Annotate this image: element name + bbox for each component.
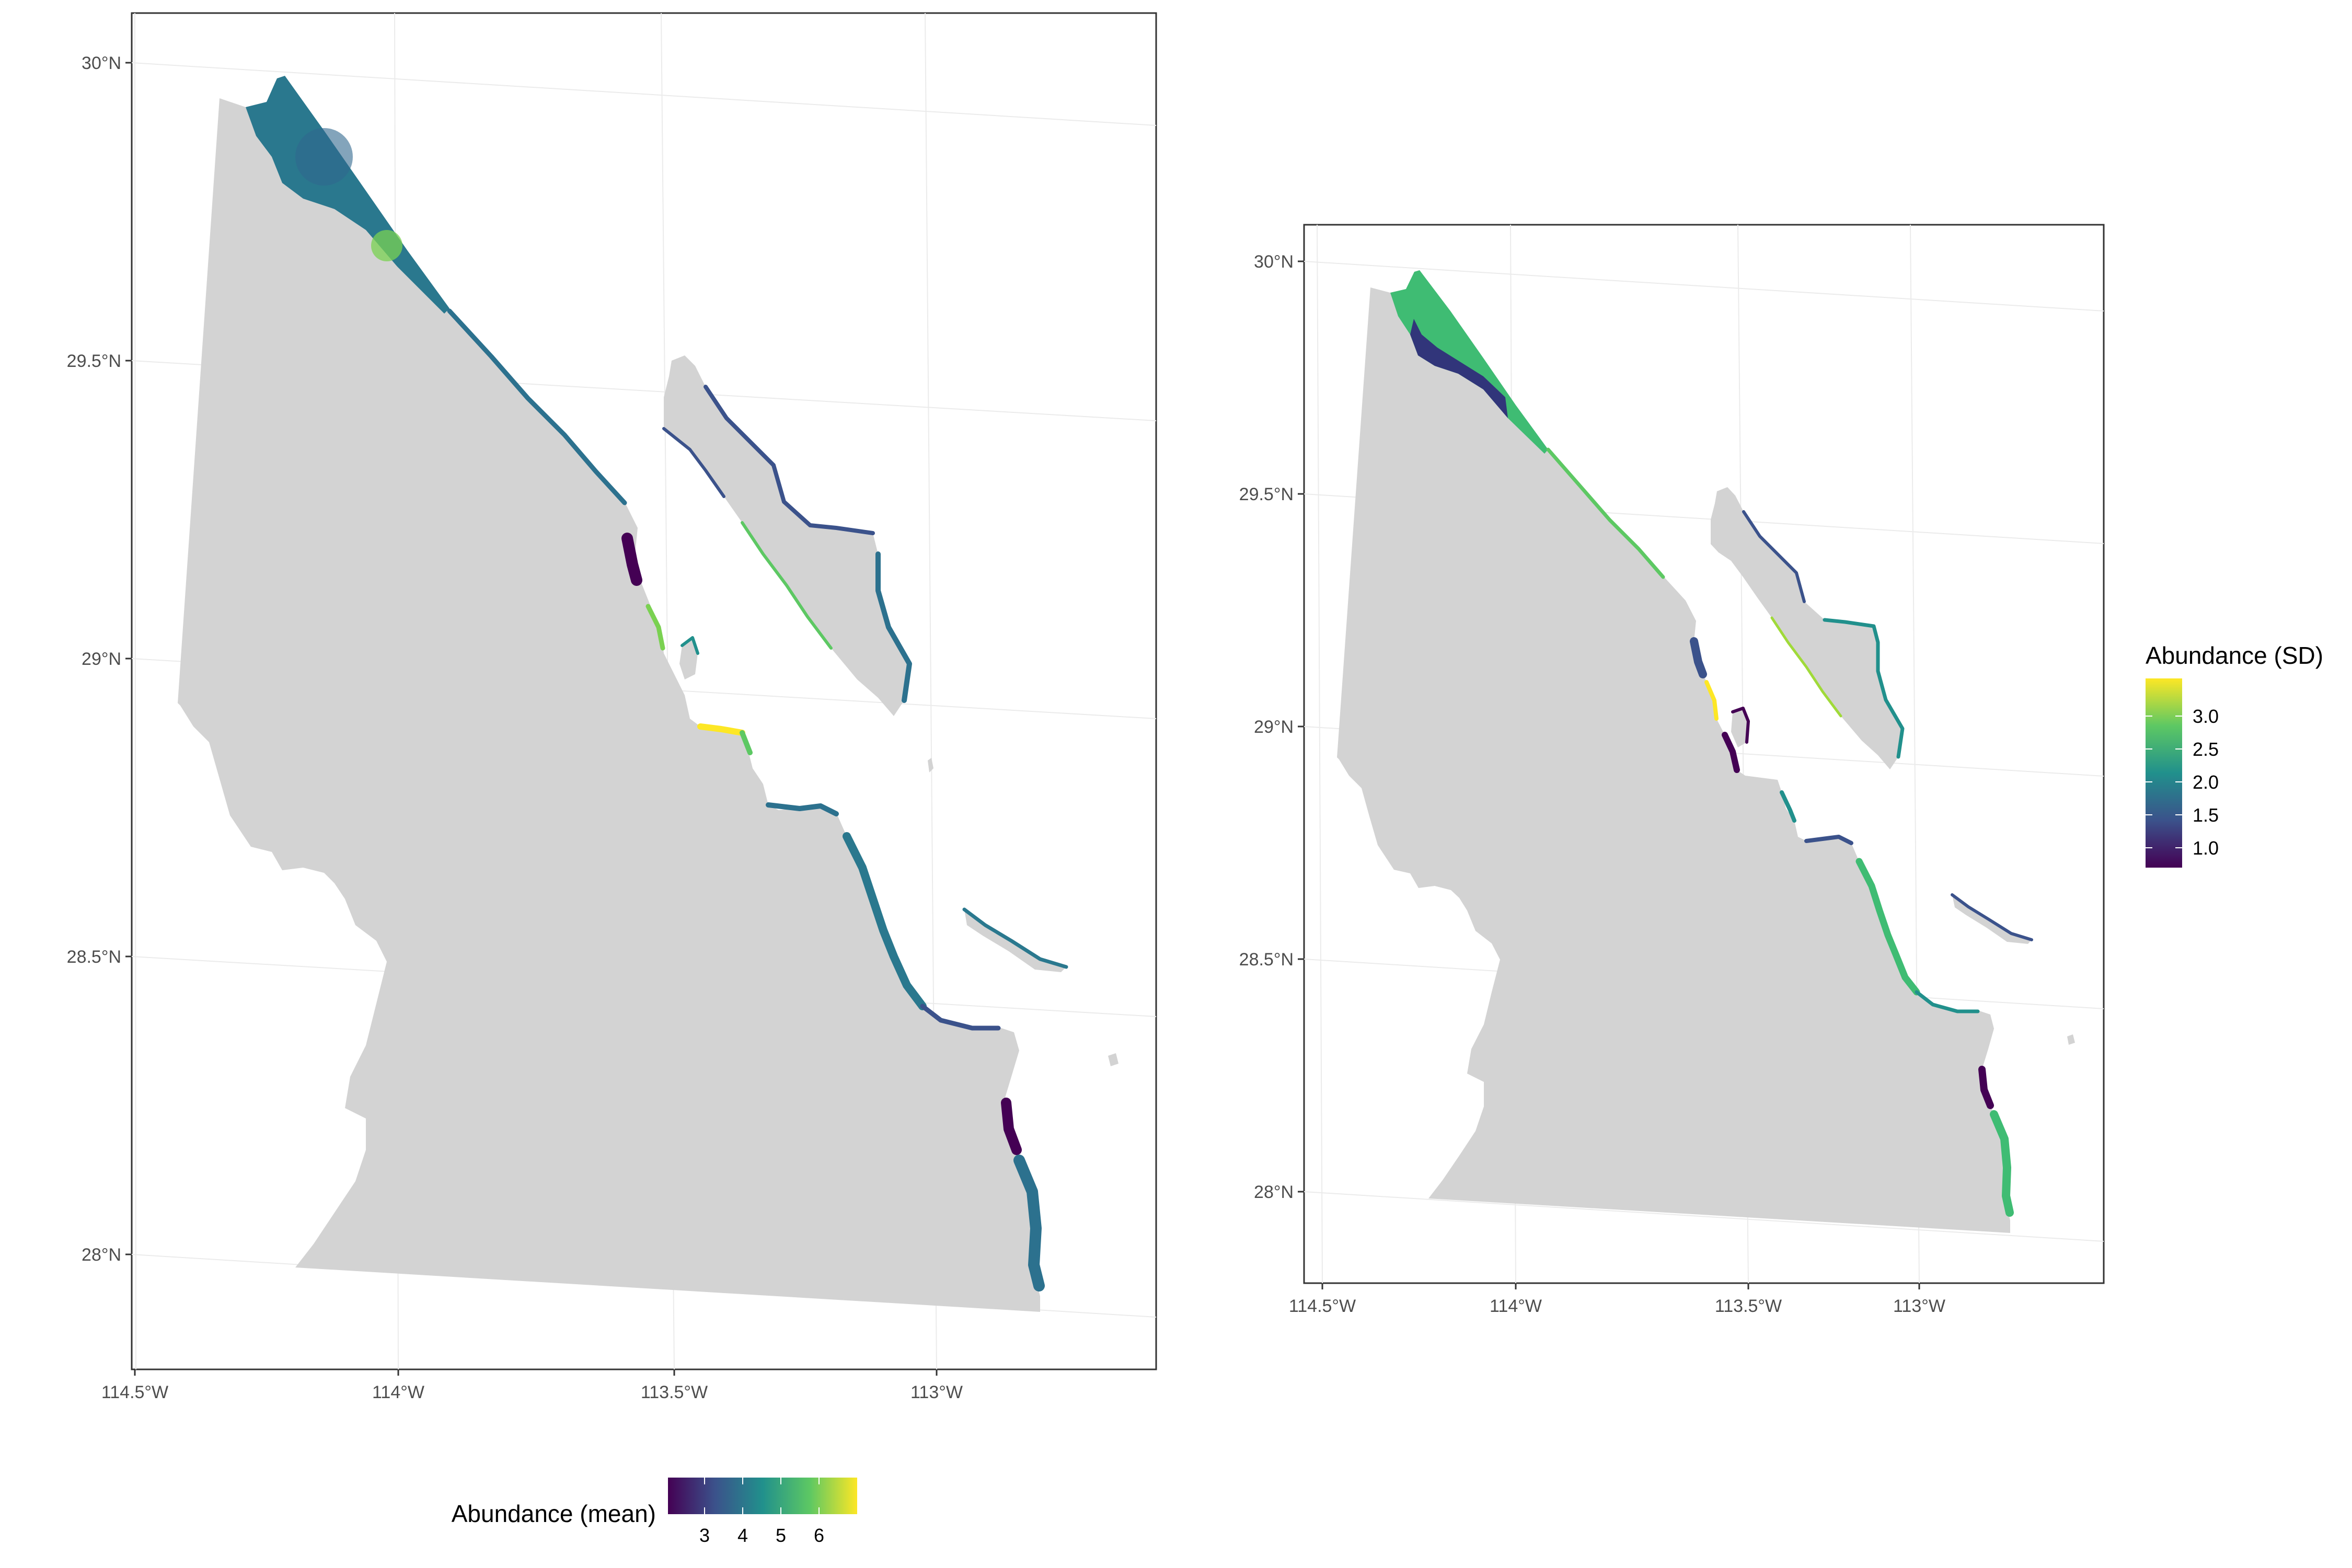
- y-tick-label: 30°N: [1254, 252, 1294, 272]
- sd-coast-w2: [1690, 637, 1707, 678]
- sd-upper-gulf: [1390, 270, 1548, 454]
- sd-coast-w9: [1978, 1066, 1994, 1109]
- sd-coast-w5: [1780, 790, 1796, 823]
- angel-de-la-guarda-island: [664, 355, 909, 716]
- sd-island-w: [1770, 616, 1842, 718]
- legend-sd: Abundance (SD) 3.0 2.5 2.0 1.5 1.0: [2146, 642, 2323, 868]
- legend-sd-tick: 2.0: [2193, 771, 2219, 793]
- x-tick-label: 114.5°W: [1289, 1296, 1356, 1316]
- legend-mean-tick: 4: [737, 1525, 748, 1546]
- abundance-hotspot: [371, 230, 402, 261]
- y-tick-label: 28.5°N: [67, 947, 121, 967]
- y-tick-label: 28.5°N: [1239, 950, 1294, 970]
- legend-mean-tick: 5: [776, 1525, 786, 1546]
- abundance-coast-w9: [1001, 1098, 1022, 1155]
- abundance-coast-w10: [1013, 1155, 1045, 1292]
- y-tick-label: 30°N: [82, 53, 121, 73]
- abundance-coast-w8: [920, 1004, 1001, 1031]
- map-mean-abundance: [246, 76, 1068, 1292]
- abundance-coast-w3: [645, 604, 665, 651]
- abundance-hotspot: [295, 128, 353, 186]
- map-mean-landmass: [178, 76, 1119, 1312]
- map-sd-y-axis: 30°N 29.5°N 29°N 28.5°N 28°N: [1239, 252, 1304, 1202]
- x-tick-label: 114°W: [372, 1382, 424, 1402]
- abundance-island-e: [704, 385, 875, 535]
- legend-mean-colorbar: [668, 1478, 857, 1514]
- x-tick-label: 113.5°W: [641, 1382, 708, 1402]
- map-mean-panel: 30°N 29.5°N 29°N 28.5°N 28°N 114.5°W 114…: [67, 12, 1157, 1546]
- angel-de-la-guarda-island: [1711, 487, 1903, 769]
- sd-coast-w1: [1546, 447, 1665, 579]
- legend-sd-tick: 1.0: [2193, 837, 2219, 859]
- legend-sd-tick: 2.5: [2193, 739, 2219, 760]
- legend-sd-colorbar: [2146, 678, 2182, 868]
- legend-sd-title: Abundance (SD): [2146, 642, 2323, 669]
- y-tick-label: 28°N: [82, 1245, 121, 1265]
- sd-coast-w3: [1704, 680, 1719, 721]
- x-tick-label: 113°W: [1893, 1296, 1945, 1316]
- sd-small-island2: [1731, 707, 1750, 744]
- x-tick-label: 113.5°W: [1715, 1296, 1782, 1316]
- peninsula-land: [178, 76, 1040, 1312]
- y-tick-label: 29.5°N: [67, 351, 121, 371]
- legend-mean: Abundance (mean) 3 4 5 6: [452, 1478, 857, 1546]
- small-island: [1952, 895, 2032, 944]
- abundance-coast-w7: [843, 832, 927, 1010]
- legend-sd-tick: 3.0: [2193, 706, 2219, 727]
- legend-sd-tick: 1.5: [2193, 804, 2219, 826]
- map-mean-y-axis: 30°N 29.5°N 29°N 28.5°N 28°N: [67, 53, 132, 1265]
- sd-coast-w7: [1855, 858, 1920, 996]
- sd-coast-w10: [1990, 1110, 2014, 1217]
- x-tick-label: 113°W: [910, 1382, 963, 1402]
- abundance-island-w: [741, 521, 833, 650]
- map-sd-abundance: [1390, 270, 2033, 1217]
- abundance-small-island: [962, 907, 1068, 969]
- small-island: [679, 638, 698, 679]
- abundance-coast-w2: [621, 533, 642, 586]
- sd-island-e2: [1823, 618, 1905, 759]
- map-sd-x-axis: 114.5°W 114°W 113.5°W 113°W: [1289, 1283, 1945, 1316]
- x-tick-label: 114.5°W: [101, 1382, 168, 1402]
- small-island: [1108, 1053, 1119, 1066]
- abundance-small-island2: [681, 636, 699, 655]
- map-sd-landmass: [1337, 270, 2075, 1233]
- y-tick-label: 29.5°N: [1239, 485, 1294, 504]
- abundance-coast-w5: [740, 730, 753, 755]
- sd-island-e: [1742, 510, 1806, 603]
- sd-coast-w4: [1722, 732, 1740, 773]
- sd-coast-w6: [1804, 835, 1853, 845]
- y-tick-label: 28°N: [1254, 1182, 1294, 1202]
- sd-small-island: [1951, 893, 2033, 941]
- abundance-island-w2: [662, 427, 725, 498]
- legend-mean-title: Abundance (mean): [452, 1500, 656, 1527]
- abundance-coast-w1: [447, 308, 627, 505]
- sd-coast-w8: [1915, 990, 1980, 1013]
- map-sd-panel: 30°N 29.5°N 29°N 28.5°N 28°N 114.5°W 114…: [1239, 224, 2323, 1316]
- peninsula-land: [1337, 270, 2010, 1233]
- small-island: [928, 758, 933, 773]
- abundance-island-e2: [875, 551, 912, 703]
- small-island: [2067, 1034, 2075, 1045]
- abundance-coast-w4: [697, 723, 745, 736]
- small-island: [1731, 708, 1748, 747]
- y-tick-label: 29°N: [82, 649, 121, 669]
- x-tick-label: 114°W: [1490, 1296, 1542, 1316]
- legend-mean-tick: 3: [699, 1525, 710, 1546]
- legend-mean-tick: 6: [814, 1525, 824, 1546]
- sd-low-band: [1410, 319, 1508, 418]
- abundance-coast-w6: [766, 802, 839, 816]
- y-tick-label: 29°N: [1254, 717, 1294, 737]
- map-mean-x-axis: 114.5°W 114°W 113.5°W 113°W: [101, 1369, 963, 1402]
- small-island: [964, 909, 1066, 972]
